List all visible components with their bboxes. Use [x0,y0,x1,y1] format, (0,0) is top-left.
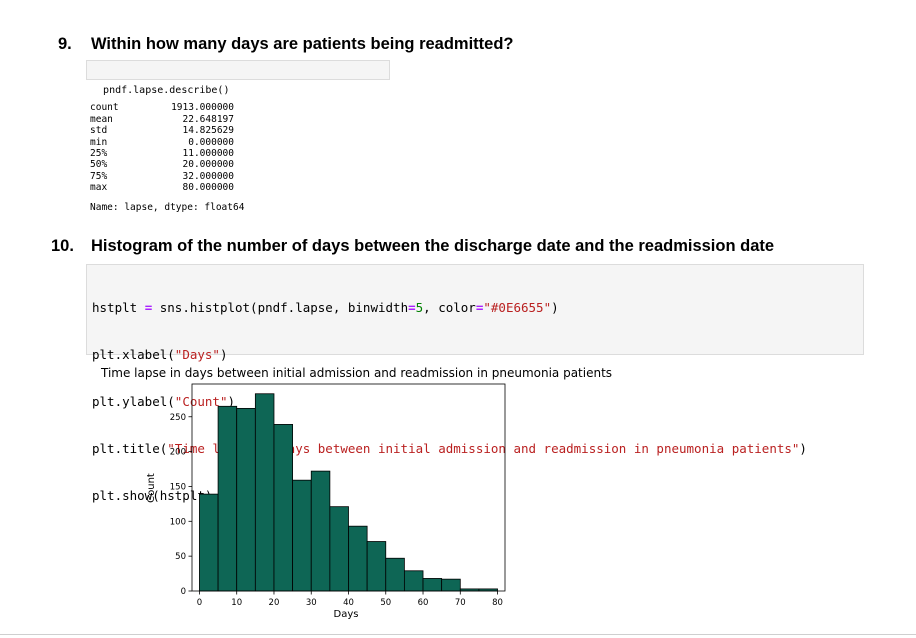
chart-title: Time lapse in days between initial admis… [101,366,613,380]
section-10-title: Histogram of the number of days between … [91,237,775,255]
describe-value: 22.648197 [182,113,234,125]
describe-row-50pct: 50% 20.000000 [90,159,234,170]
histogram-bar-55-60 [403,570,424,592]
describe-value: 14.825629 [182,125,234,137]
histplot-code-cell[interactable]: hstplt = sns.histplot(pndf.lapse, binwid… [86,264,864,503]
x-tick-label: 30 [306,598,317,608]
x-tick-label: 40 [343,598,354,608]
y-tick-label: 0 [181,587,186,597]
code-line-1: hstplt = sns.histplot(pndf.lapse, binwid… [92,300,559,315]
describe-key: 50% [90,159,108,171]
section-9-title: Within how many days are patients being … [91,35,514,53]
describe-output: count 1913.000000 mean 22.648197 std 14.82562… [90,91,234,194]
code-line-3: plt.ylabel("Count") [92,394,236,409]
x-tick-label: 80 [492,598,503,608]
describe-value: 11.000000 [182,147,234,159]
describe-code-cell[interactable]: pndf.lapse.describe() [86,60,390,96]
describe-row-std: std 14.825629 [90,125,234,136]
x-tick-label: 60 [418,598,429,608]
x-tick-label: 10 [231,598,242,608]
describe-key: mean [90,113,113,125]
histogram-bar-35-40 [329,506,349,592]
histogram-bar-75-80 [478,588,498,592]
describe-value: 1913.000000 [171,102,234,114]
describe-row-75pct: 75% 32.000000 [90,171,234,182]
describe-key: 75% [90,170,108,182]
histogram-bar-70-75 [459,588,480,592]
x-tick-label: 70 [455,598,466,608]
describe-key: std [90,125,108,137]
page-divider [0,634,916,635]
describe-row-25pct: 25% 11.000000 [90,148,234,159]
describe-footer: Name: lapse, dtype: float64 [90,202,245,213]
histogram-bar-65-70 [441,578,461,592]
y-tick-label: 50 [175,552,186,562]
code-line-4: plt.title("Time lapse in days between in… [92,441,807,456]
histogram-bar-45-50 [366,541,387,592]
histogram-bar-60-65 [422,578,443,592]
describe-code: pndf.lapse.describe() [103,85,230,96]
describe-row-min: min 0.000000 [90,137,234,148]
histogram-bar-40-45 [348,525,368,592]
describe-row-max: max 80.000000 [90,182,234,193]
section-9-heading: 9. Within how many days are patients bei… [58,35,578,57]
code-line-2: plt.xlabel("Days") [92,347,228,362]
x-tick-label: 20 [269,598,280,608]
x-tick-label: 0 [197,598,202,608]
section-10-number: 10. [51,237,74,255]
describe-row-mean: mean 22.648197 [90,114,234,125]
x-axis-label: Days [334,609,359,620]
describe-key: count [90,102,119,114]
section-9-number: 9. [58,35,72,53]
describe-row-count: count 1913.000000 [90,102,234,113]
describe-value: 20.000000 [182,159,234,171]
histogram-bar-50-55 [385,557,405,592]
code-line-5: plt.show(hstplt) [92,488,213,503]
x-ticks: 0 10 20 30 40 50 60 70 80 [197,591,503,608]
section-10-heading: 10. Histogram of the number of days betw… [51,237,791,259]
describe-key: max [90,182,108,194]
describe-value: 32.000000 [182,170,234,182]
x-tick-label: 50 [380,598,391,608]
describe-key: 25% [90,147,108,159]
describe-value: 80.000000 [182,182,234,194]
describe-value: 0.000000 [188,136,234,148]
describe-key: min [90,136,108,148]
